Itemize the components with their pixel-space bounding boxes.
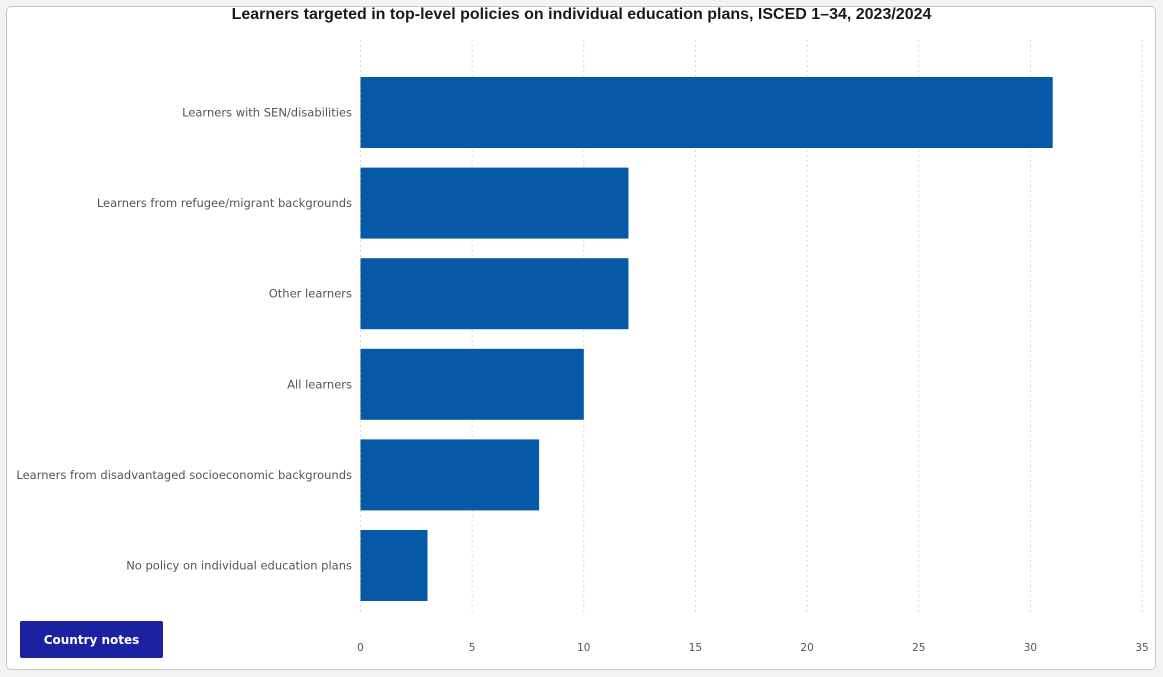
category-label: No policy on individual education plans xyxy=(126,559,352,573)
x-tick-label: 30 xyxy=(1024,642,1037,654)
bar[interactable] xyxy=(360,77,1053,148)
country-notes-button[interactable]: Country notes xyxy=(20,621,163,658)
bar[interactable] xyxy=(360,167,629,239)
x-tick-label: 5 xyxy=(469,642,476,654)
chart-title: Learners targeted in top-level policies … xyxy=(231,6,932,23)
x-tick-label: 10 xyxy=(577,642,590,654)
category-label: Learners from refugee/migrant background… xyxy=(97,196,352,210)
category-labels: Learners with SEN/disabilities Learners f… xyxy=(16,106,352,573)
bars xyxy=(360,77,1053,601)
x-axis-ticks: 0 5 10 15 20 25 30 35 xyxy=(357,642,1149,654)
x-tick-label: 0 xyxy=(357,642,364,654)
bar[interactable] xyxy=(360,348,584,420)
x-tick-label: 15 xyxy=(689,642,702,654)
x-tick-label: 20 xyxy=(800,642,813,654)
bar[interactable] xyxy=(360,530,428,601)
category-label: All learners xyxy=(287,377,352,391)
bar[interactable] xyxy=(360,258,629,330)
category-label: Other learners xyxy=(269,287,352,301)
x-tick-label: 25 xyxy=(912,642,925,654)
bar[interactable] xyxy=(360,439,540,511)
x-tick-label: 35 xyxy=(1135,642,1148,654)
category-label: Learners with SEN/disabilities xyxy=(182,106,352,120)
category-label: Learners from disadvantaged socioeconomi… xyxy=(16,468,352,482)
